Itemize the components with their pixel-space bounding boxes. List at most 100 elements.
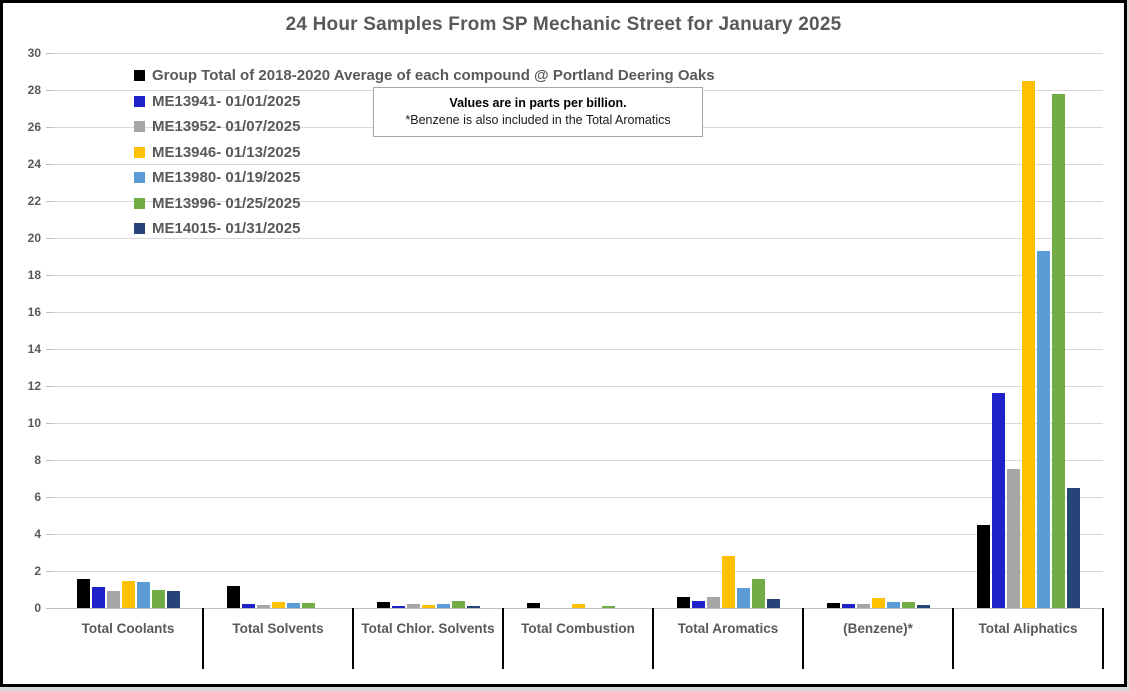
gridline	[53, 164, 1103, 165]
bar	[226, 585, 240, 608]
y-axis-tick	[46, 164, 54, 165]
bar	[721, 556, 735, 608]
bar	[391, 606, 405, 608]
legend-label: ME14015- 01/31/2025	[152, 220, 301, 238]
bar	[241, 604, 255, 608]
bar	[871, 597, 885, 608]
bar	[466, 606, 480, 608]
bar	[151, 589, 165, 608]
legend-label: ME13941- 01/01/2025	[152, 92, 301, 110]
bar	[901, 602, 915, 608]
legend-swatch	[134, 121, 145, 133]
legend-swatch	[134, 197, 145, 209]
bar	[886, 602, 900, 608]
bar	[916, 605, 930, 608]
bar	[271, 602, 285, 608]
y-tick-label: 16	[27, 305, 41, 319]
x-axis-label: Total Aromatics	[677, 621, 779, 636]
bar	[676, 596, 690, 608]
legend-label: ME13996- 01/25/2025	[152, 194, 301, 212]
y-axis-tick	[46, 386, 54, 387]
chart-title: 24 Hour Samples From SP Mechanic Street …	[285, 14, 842, 35]
bar	[136, 582, 150, 608]
x-axis-label: Total Aliphatics	[978, 621, 1078, 636]
y-tick-label: 18	[27, 268, 41, 282]
x-axis-label: Total Coolants	[81, 621, 175, 636]
gridline	[53, 349, 1103, 350]
bar	[121, 581, 135, 608]
gridline	[53, 201, 1103, 202]
legend-swatch	[134, 95, 145, 107]
bar	[166, 591, 180, 608]
y-axis-tick	[46, 275, 54, 276]
y-tick-label: 24	[27, 157, 41, 171]
legend-label: ME13946- 01/13/2025	[152, 143, 301, 161]
bar	[751, 579, 765, 608]
y-axis-tick	[46, 312, 54, 313]
y-axis-tick	[46, 90, 54, 91]
y-tick-label: 30	[27, 46, 41, 60]
legend-item: ME13946- 01/13/2025	[134, 140, 715, 166]
legend-item: ME13952- 01/07/2025	[134, 114, 715, 140]
bar	[1006, 469, 1020, 608]
category-separator	[802, 608, 804, 669]
legend-swatch	[134, 70, 145, 82]
bar	[256, 605, 270, 608]
category-separator	[502, 608, 504, 669]
x-axis-line	[46, 608, 1103, 609]
annotation-line-2: *Benzene is also included in the Total A…	[405, 113, 671, 127]
bar	[1036, 250, 1050, 608]
bar	[376, 601, 390, 608]
bar	[406, 604, 420, 608]
bar	[571, 604, 585, 608]
bar	[1051, 93, 1065, 608]
bar	[106, 591, 120, 608]
legend-item: Group Total of 2018-2020 Average of each…	[134, 63, 715, 89]
legend-swatch	[134, 223, 145, 235]
plot-area: 0 2 4 6 8 10 12 14 16 18 20 22 24 26 28 30 Total Coolant…	[3, 3, 1124, 684]
bar	[451, 600, 465, 608]
y-axis-tick	[46, 127, 54, 128]
gridline	[53, 312, 1103, 313]
legend-item: ME13996- 01/25/2025	[134, 191, 715, 217]
category-separator	[202, 608, 204, 669]
legend-swatch	[134, 172, 145, 184]
legend-item: ME14015- 01/31/2025	[134, 216, 715, 242]
legend-swatch	[134, 146, 145, 158]
x-axis-label: Total Solvents	[232, 621, 324, 636]
category-separator	[652, 608, 654, 669]
category-separator	[1102, 608, 1104, 669]
bar	[976, 524, 990, 608]
bar	[991, 393, 1005, 608]
bar	[736, 587, 750, 608]
gridline	[53, 460, 1103, 461]
y-axis-tick	[46, 238, 54, 239]
category-separator	[952, 608, 954, 669]
y-tick-label: 12	[27, 379, 41, 393]
y-tick-label: 20	[27, 231, 41, 245]
bar	[436, 604, 450, 608]
bar	[826, 603, 840, 608]
bar	[1066, 487, 1080, 608]
y-axis-tick	[46, 201, 54, 202]
gridline	[53, 534, 1103, 535]
bar	[766, 598, 780, 608]
bar	[1021, 80, 1035, 608]
legend-item: ME13941- 01/01/2025	[134, 89, 715, 115]
y-tick-label: 6	[34, 490, 41, 504]
y-axis-tick	[46, 460, 54, 461]
y-tick-label: 28	[27, 83, 41, 97]
bar	[691, 600, 705, 608]
bar	[706, 596, 720, 608]
bar	[526, 603, 540, 608]
bar	[286, 603, 300, 608]
x-axis-label: Total Combustion	[521, 621, 635, 636]
bar	[841, 604, 855, 608]
y-tick-label: 26	[27, 120, 41, 134]
gridline	[53, 497, 1103, 498]
annotation-line-1: Values are in parts per billion.	[449, 96, 627, 110]
y-axis-tick	[46, 497, 54, 498]
legend-label: Group Total of 2018-2020 Average of each…	[152, 67, 715, 85]
legend-label: ME13980- 01/19/2025	[152, 169, 301, 187]
